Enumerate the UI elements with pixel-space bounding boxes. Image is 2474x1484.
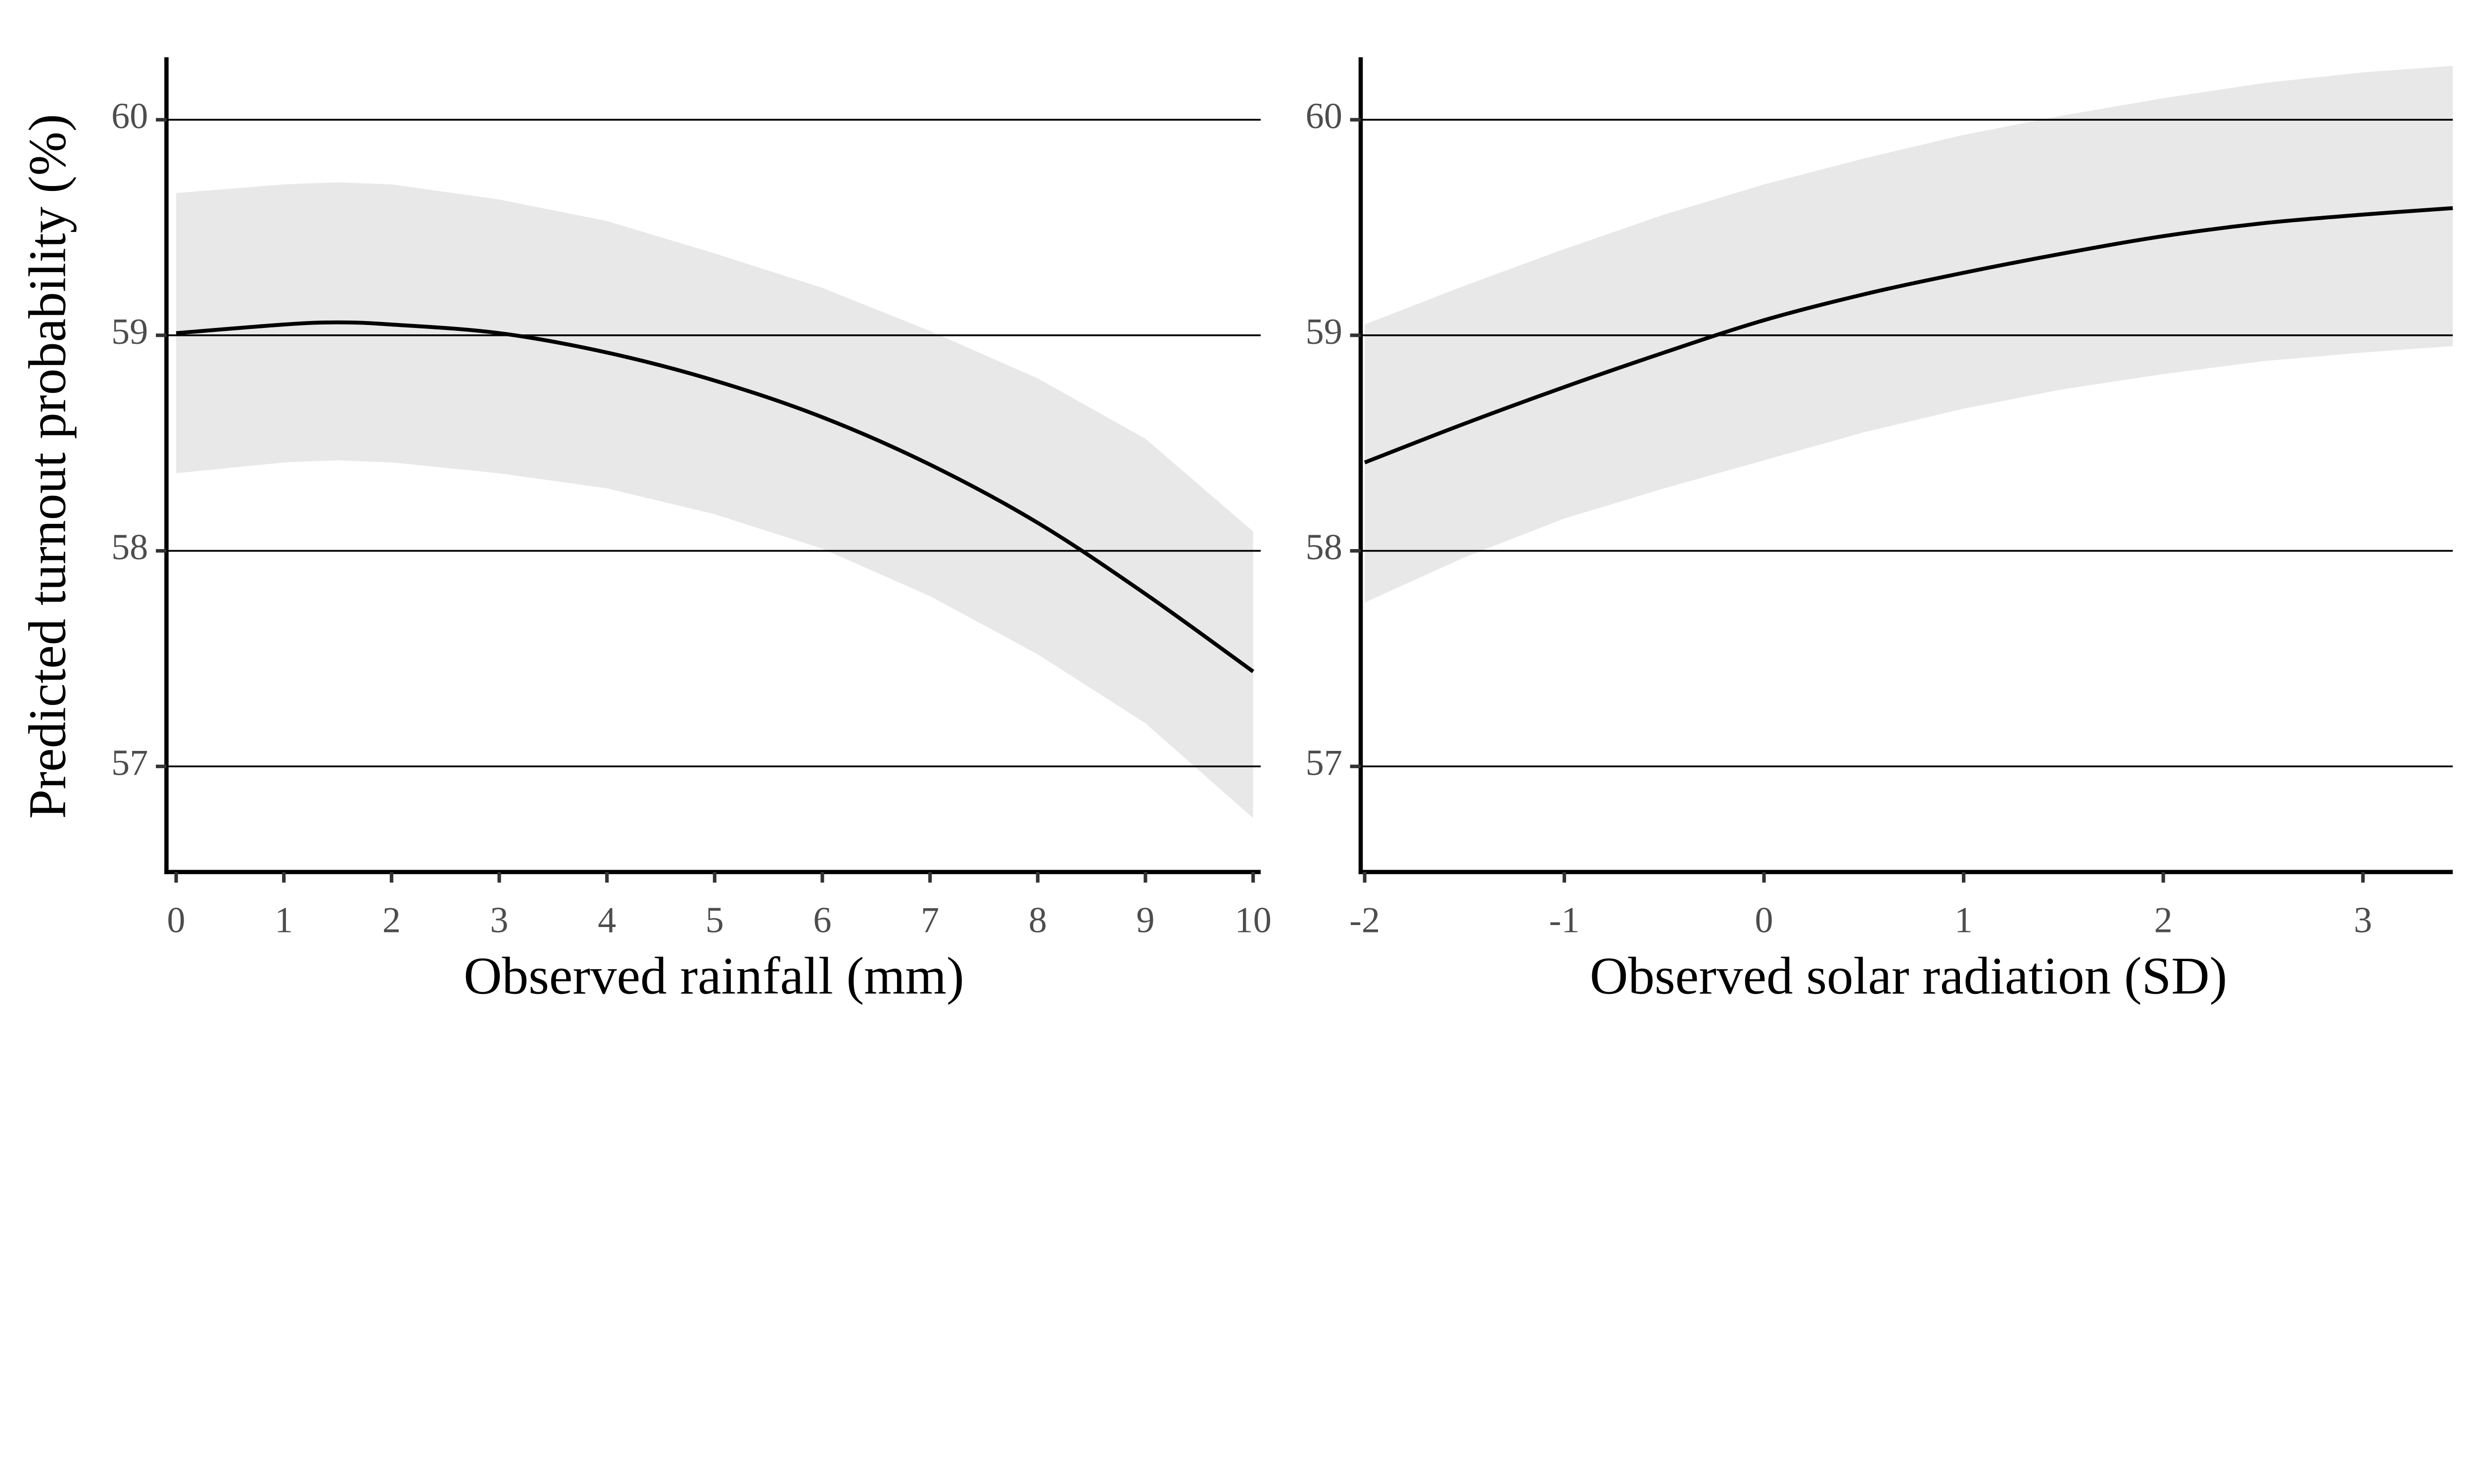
y-tick-label: 60 [1306,96,1342,137]
x-tick-label: -2 [1349,900,1380,940]
x-tick-label: 8 [1029,900,1047,940]
x-tick-label: 6 [813,900,831,940]
x-tick-label: 1 [1954,900,1973,940]
y-tick-label: 60 [111,96,148,137]
y-axis-title: Predicted turnout probability (%) [19,114,77,819]
x-tick-label: 0 [1755,900,1773,940]
x-tick-label: 2 [382,900,401,940]
y-tick-label: 58 [1306,527,1342,568]
x-tick-label: 5 [706,900,724,940]
y-tick-label: 59 [111,312,148,352]
x-tick-label: -1 [1549,900,1580,940]
x-tick-label: 10 [1235,900,1271,940]
x-tick-label: 2 [2154,900,2172,940]
x-tick-label: 9 [1136,900,1154,940]
y-tick-label: 57 [111,742,148,783]
y-tick-label: 59 [1306,312,1342,352]
x-tick-label: 4 [598,900,616,940]
x-tick-label: 3 [490,900,508,940]
x-tick-label: 7 [921,900,939,940]
confidence-ribbon [176,182,1253,818]
chart-figure: Predicted turnout probability (%) Observ… [19,57,2453,1006]
prediction-line [176,320,1254,673]
right-x-axis-title: Observed solar radiation (SD) [1590,947,2227,1006]
right-panel: 57 58 59 60 -2 -1 0 1 2 3 [1306,57,2453,940]
y-tick-label: 58 [111,527,148,568]
prediction-line [1364,206,2453,464]
left-panel: 57 58 59 60 0 1 2 3 4 5 6 7 8 9 10 [111,57,1272,940]
y-tick-label: 57 [1306,742,1342,783]
left-x-axis-title: Observed rainfall (mm) [464,947,964,1006]
confidence-ribbon [1365,66,2453,603]
x-tick-label: 1 [275,900,293,940]
x-tick-label: 3 [2354,900,2372,940]
x-tick-label: 0 [167,900,185,940]
